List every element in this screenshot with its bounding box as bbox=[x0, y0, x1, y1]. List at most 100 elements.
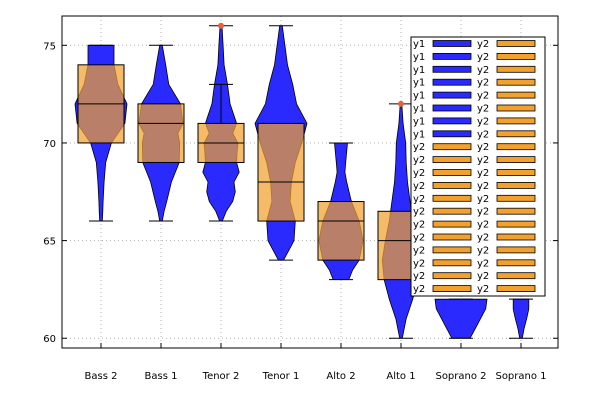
legend-swatch-18 bbox=[432, 272, 472, 280]
plot-frame bbox=[61, 15, 559, 349]
legend-label-12: y2 bbox=[413, 194, 425, 205]
legend-swatch-38 bbox=[496, 272, 536, 280]
y-tick-label-2: 70 bbox=[43, 139, 56, 150]
legend-swatch-15 bbox=[432, 233, 472, 241]
legend-label-33: y2 bbox=[477, 207, 489, 218]
legend-label-25: y2 bbox=[477, 104, 489, 115]
legend-swatch-23 bbox=[496, 78, 536, 86]
legend-label-24: y2 bbox=[477, 91, 489, 102]
legend-label-21: y2 bbox=[477, 52, 489, 63]
legend-swatch-30 bbox=[496, 169, 536, 176]
x-tick-label-bass-2: Bass 2 bbox=[85, 371, 118, 382]
legend-label-17: y2 bbox=[413, 258, 425, 269]
legend-swatch-7 bbox=[432, 130, 472, 138]
x-tick-label-tenor-2: Tenor 2 bbox=[202, 371, 240, 382]
legend-label-13: y2 bbox=[413, 207, 425, 218]
legend-label-38: y2 bbox=[477, 271, 489, 282]
legend-label-8: y2 bbox=[413, 142, 425, 153]
legend-swatch-10 bbox=[432, 169, 472, 176]
violin-soprano-1 bbox=[512, 298, 530, 339]
legend-label-0: y1 bbox=[413, 39, 425, 50]
legend-swatch-13 bbox=[432, 207, 472, 215]
legend-swatch-14 bbox=[432, 220, 472, 228]
legend-swatch-24 bbox=[496, 91, 536, 99]
y-tick-label-0: 60 bbox=[43, 334, 56, 345]
legend-label-14: y2 bbox=[413, 220, 425, 231]
legend-swatch-12 bbox=[432, 194, 472, 202]
legend-label-29: y2 bbox=[477, 155, 489, 166]
x-tick-label-soprano-1: Soprano 1 bbox=[495, 371, 546, 382]
legend-label-36: y2 bbox=[477, 245, 489, 256]
legend-label-34: y2 bbox=[477, 220, 489, 231]
legend-swatch-39 bbox=[496, 285, 536, 293]
legend-label-4: y1 bbox=[413, 91, 425, 102]
legend-label-18: y2 bbox=[413, 271, 425, 282]
legend-swatch-26 bbox=[496, 117, 536, 125]
legend-swatch-6 bbox=[432, 117, 472, 125]
legend-swatch-29 bbox=[496, 156, 536, 164]
legend-box bbox=[410, 36, 546, 297]
legend-label-7: y1 bbox=[413, 129, 425, 140]
legend-swatch-17 bbox=[432, 259, 472, 267]
outlier-point-0 bbox=[218, 22, 224, 29]
legend-swatch-19 bbox=[432, 285, 472, 293]
legend-swatch-22 bbox=[496, 65, 536, 73]
legend-label-23: y2 bbox=[477, 78, 489, 89]
box-alto-2 bbox=[317, 201, 365, 261]
legend-swatch-20 bbox=[496, 40, 536, 47]
legend-label-39: y2 bbox=[477, 284, 489, 295]
legend-label-37: y2 bbox=[477, 258, 489, 269]
legend-swatch-34 bbox=[496, 220, 536, 228]
legend-label-16: y2 bbox=[413, 245, 425, 256]
legend-swatch-11 bbox=[432, 181, 472, 189]
x-axis-tick-labels: Bass 2 Bass 1 Tenor 2 Tenor 1 Alto 2 Alto 1 So… bbox=[85, 343, 547, 382]
legend-label-10: y2 bbox=[413, 168, 425, 179]
legend-label-15: y2 bbox=[413, 233, 425, 244]
y-tick-label-1: 65 bbox=[43, 237, 56, 248]
outlier-points bbox=[218, 22, 404, 107]
legend-swatch-1 bbox=[432, 53, 472, 60]
legend-label-30: y2 bbox=[477, 168, 489, 179]
legend-label-26: y2 bbox=[477, 116, 489, 127]
legend-swatch-8 bbox=[432, 143, 472, 151]
legend-label-35: y2 bbox=[477, 233, 489, 244]
legend-label-31: y2 bbox=[477, 181, 489, 192]
legend-swatch-36 bbox=[496, 246, 536, 254]
legend-swatch-21 bbox=[496, 53, 536, 60]
box-bass-1 bbox=[137, 103, 185, 163]
legend-swatch-32 bbox=[496, 194, 536, 202]
legend-label-2: y1 bbox=[413, 65, 425, 76]
legend-label-22: y2 bbox=[477, 65, 489, 76]
legend-label-1: y1 bbox=[413, 52, 425, 63]
legend-swatch-37 bbox=[496, 259, 536, 267]
x-tick-label-bass-1: Bass 1 bbox=[145, 371, 178, 382]
legend-label-28: y2 bbox=[477, 142, 489, 153]
legend: y1y1y1y1y1y1y1y1y2y2y2y2y2y2y2y2y2y2y2y2… bbox=[410, 36, 546, 297]
legend-swatch-5 bbox=[432, 104, 472, 112]
legend-swatch-9 bbox=[432, 156, 472, 164]
x-tick-label-alto-2: Alto 2 bbox=[326, 371, 355, 382]
x-tick-label-tenor-1: Tenor 1 bbox=[262, 371, 300, 382]
x-tick-label-alto-1: Alto 1 bbox=[386, 371, 415, 382]
legend-label-32: y2 bbox=[477, 194, 489, 205]
legend-label-6: y1 bbox=[413, 116, 425, 127]
legend-label-5: y1 bbox=[413, 104, 425, 115]
x-tick-label-soprano-2: Soprano 2 bbox=[435, 371, 486, 382]
legend-label-27: y2 bbox=[477, 129, 489, 140]
y-axis-ticks: 60 65 70 75 bbox=[43, 41, 558, 345]
legend-swatch-0 bbox=[432, 40, 472, 47]
legend-swatch-35 bbox=[496, 233, 536, 241]
legend-swatch-31 bbox=[496, 181, 536, 189]
outlier-point-1 bbox=[398, 100, 404, 107]
legend-swatch-3 bbox=[432, 78, 472, 86]
legend-label-9: y2 bbox=[413, 155, 425, 166]
box-tenor-1 bbox=[257, 122, 305, 222]
legend-swatch-33 bbox=[496, 207, 536, 215]
legend-swatch-28 bbox=[496, 143, 536, 151]
legend-swatch-25 bbox=[496, 104, 536, 112]
legend-label-3: y1 bbox=[413, 78, 425, 89]
legend-swatch-16 bbox=[432, 246, 472, 254]
legend-swatch-27 bbox=[496, 130, 536, 138]
legend-swatch-4 bbox=[432, 91, 472, 99]
